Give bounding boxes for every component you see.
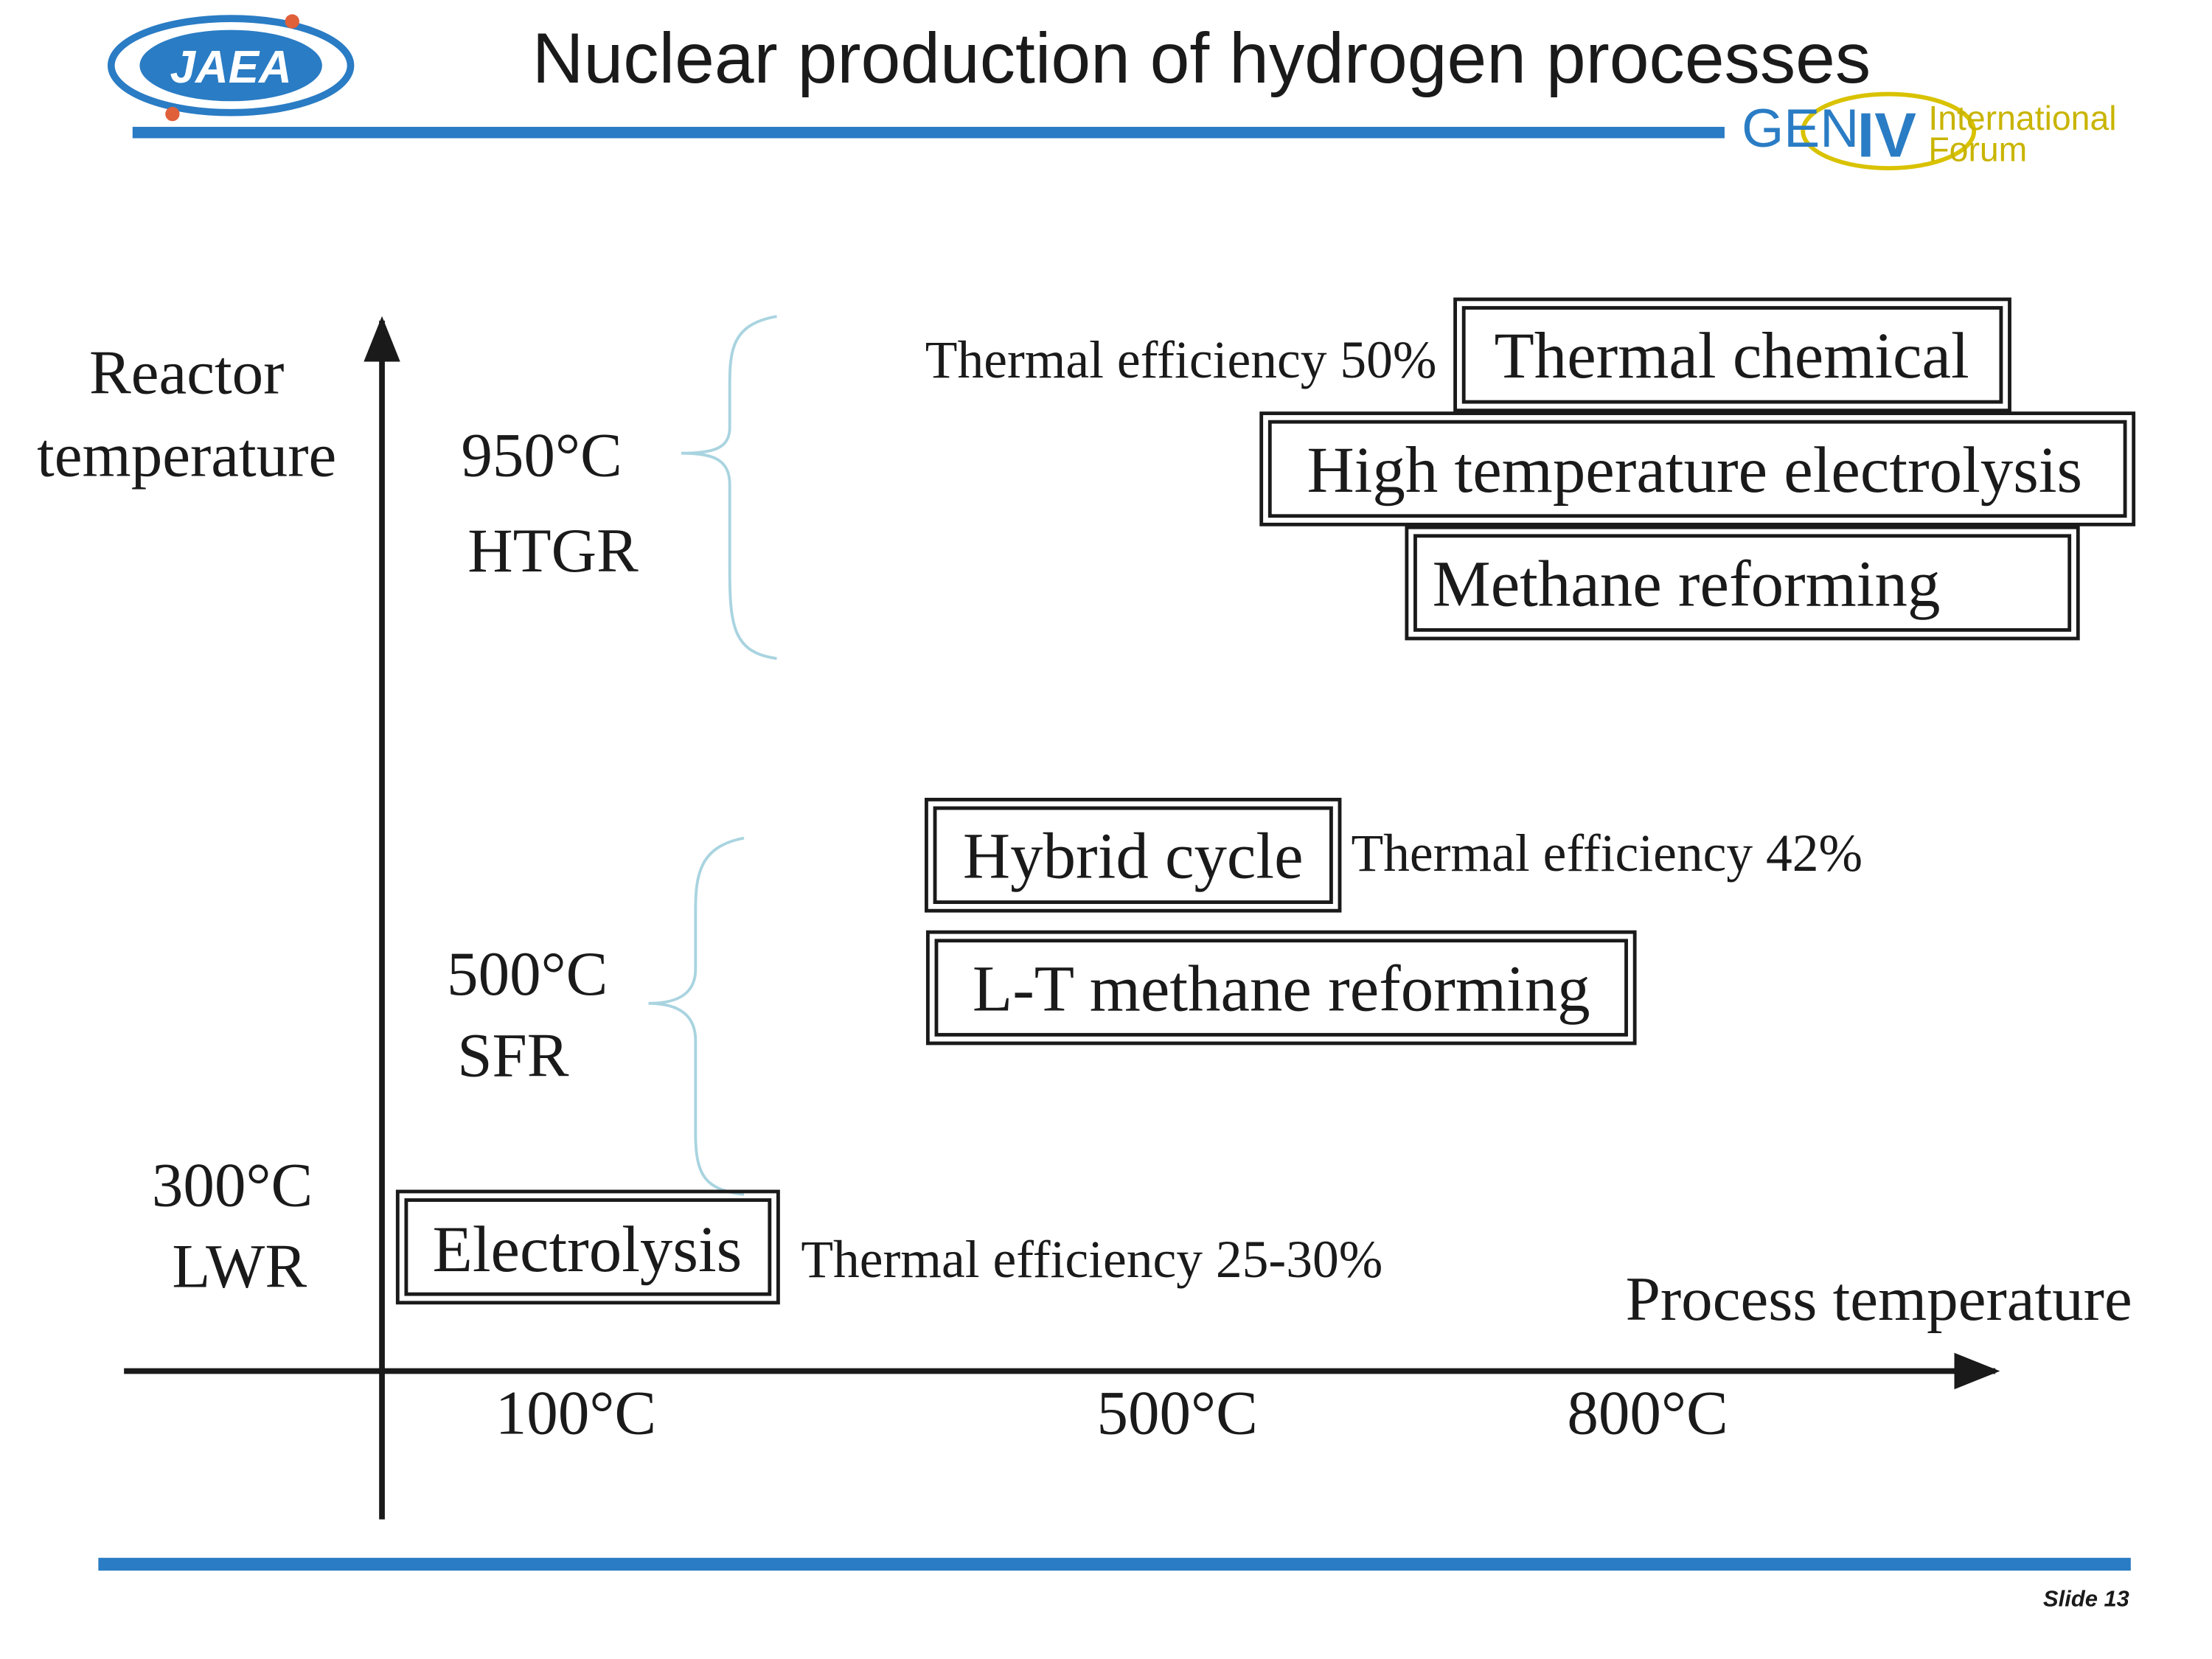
efficiency-note: Thermal efficiency 42% (1351, 824, 1863, 883)
box-inner (1267, 420, 2127, 518)
footer-rule (98, 1557, 2131, 1571)
box-inner (934, 939, 1628, 1037)
box-outer (925, 797, 1342, 913)
logo-iv: IV (1857, 101, 1917, 171)
logo-line2: Forum (1928, 130, 2027, 168)
process-label: L-T methane reforming (973, 953, 1590, 1025)
box-outer (1259, 411, 2136, 526)
process-label: Methane reforming (1433, 549, 1941, 621)
box-inner (933, 806, 1333, 904)
reactor-temp: 500°C (447, 939, 608, 1009)
reactor-name: HTGR (467, 516, 639, 585)
slide-number: Slide 13 (2043, 1585, 2129, 1611)
x-tick-label: 500°C (1096, 1379, 1257, 1448)
box-outer (1405, 525, 2080, 641)
brace (648, 836, 745, 1196)
process-label: High temperature electrolysis (1307, 434, 2082, 507)
y-axis-label: temperature (37, 421, 336, 490)
logo-text: JAEA (170, 42, 292, 93)
process-label: Electrolysis (433, 1214, 742, 1286)
process-label: Hybrid cycle (963, 821, 1304, 893)
box-outer (925, 930, 1637, 1046)
reactor-name: SFR (457, 1020, 569, 1090)
x-axis-label: Process temperature (1626, 1265, 2132, 1334)
reactor-temp: 300°C (152, 1150, 313, 1220)
box-outer (1453, 297, 2011, 413)
slide-title: Nuclear production of hydrogen processes (532, 19, 1871, 98)
reactor-temp: 950°C (461, 421, 622, 490)
x-tick-label: 100°C (495, 1379, 656, 1448)
logo-line1: International (1928, 99, 2116, 137)
gen-iv-logo: GEN IV International Forum (1742, 91, 2117, 171)
process-label: Thermal chemical (1494, 320, 1969, 392)
box-inner (1461, 306, 2003, 404)
header-rule (132, 127, 1725, 139)
box-inner (404, 1198, 772, 1296)
box-inner (1413, 534, 2072, 632)
brace (681, 315, 777, 660)
y-axis-label: Reactor (89, 338, 284, 408)
jaea-logo: JAEA (107, 14, 355, 122)
x-tick-label: 800°C (1567, 1379, 1728, 1448)
reactor-name: LWR (172, 1231, 307, 1301)
efficiency-note: Thermal efficiency 25-30% (801, 1231, 1382, 1289)
logo-gen: GEN (1742, 98, 1859, 159)
efficiency-note: Thermal efficiency 50% (925, 331, 1437, 389)
box-outer (395, 1189, 780, 1305)
